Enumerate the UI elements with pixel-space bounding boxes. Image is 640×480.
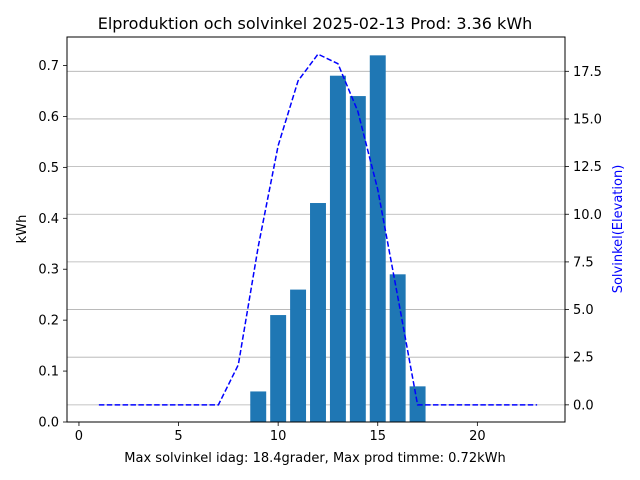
y2-axis-label: Solvinkel(Elevation) — [611, 165, 626, 294]
bar-hour-10 — [270, 315, 287, 422]
y2-tick-label: 5.0 — [573, 303, 594, 318]
x-tick-label: 20 — [469, 429, 486, 444]
x-tick-label: 0 — [75, 429, 83, 444]
y-tick-label: 0.4 — [38, 212, 59, 227]
bar-hour-15 — [369, 55, 386, 422]
bars — [250, 55, 426, 423]
bar-hour-13 — [329, 75, 346, 422]
y2-tick-label: 7.5 — [573, 255, 594, 270]
y2-tick-label: 17.5 — [573, 65, 602, 80]
y2-tick-label: 12.5 — [573, 160, 602, 175]
y2-tick-label: 15.0 — [573, 112, 602, 127]
x-tick-label: 15 — [369, 429, 386, 444]
x-axis-ticks: 0 5 10 15 20 — [75, 422, 486, 444]
plot-frame — [66, 36, 566, 423]
bar-hour-12 — [310, 203, 326, 422]
bar-hour-11 — [290, 289, 307, 422]
y-tick-label: 0.0 — [38, 416, 59, 431]
elevation-line-layer — [98, 53, 538, 406]
bar-hour-14 — [349, 96, 366, 423]
x-axis-label: Max solvinkel idag: 18.4grader, Max prod… — [124, 451, 505, 466]
bar-hour-16 — [389, 274, 406, 422]
y2-tick-label: 2.5 — [573, 351, 594, 366]
y-axis-ticks: 0.0 0.1 0.2 0.3 0.4 0.5 0.6 0.7 — [38, 59, 67, 431]
y-tick-label: 0.3 — [38, 263, 59, 278]
y2-tick-label: 10.0 — [573, 208, 602, 223]
x-tick-label: 10 — [270, 429, 287, 444]
x-tick-label: 5 — [174, 429, 182, 444]
y2-axis-ticks: 0.0 2.5 5.0 7.5 10.0 12.5 15.0 17.5 — [565, 65, 602, 413]
bar-hour-9 — [250, 391, 267, 422]
y-tick-label: 0.1 — [38, 365, 59, 380]
elevation-line — [98, 53, 538, 406]
y2-tick-label: 0.0 — [573, 398, 594, 413]
chart-title: Elproduktion och solvinkel 2025-02-13 Pr… — [98, 14, 533, 33]
y-tick-label: 0.5 — [38, 161, 59, 176]
y-tick-label: 0.7 — [38, 59, 59, 74]
y-tick-label: 0.6 — [38, 110, 59, 125]
y-tick-label: 0.2 — [38, 314, 59, 329]
y-axis-label: kWh — [15, 215, 30, 244]
